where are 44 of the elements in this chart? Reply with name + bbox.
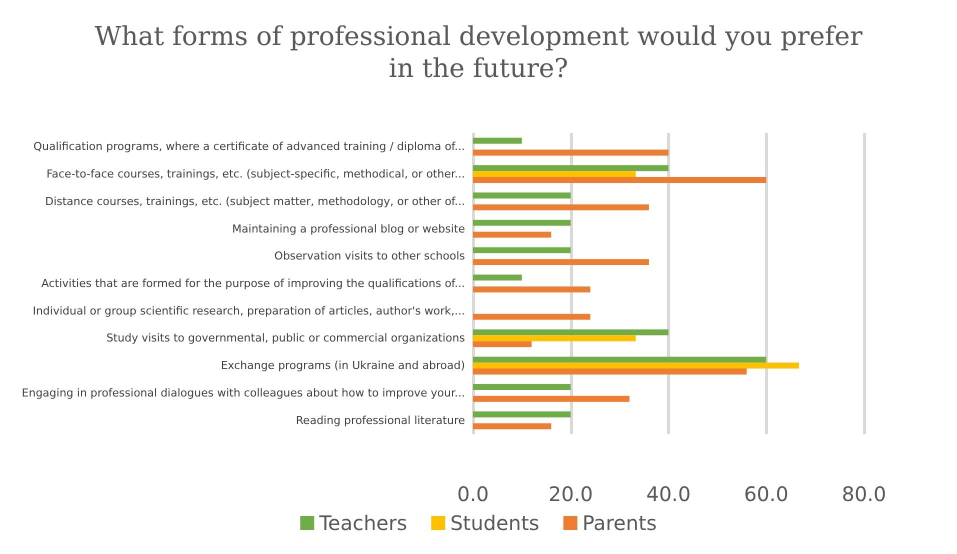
bar [473, 259, 649, 266]
x-tick-label: 0.0 [457, 482, 489, 506]
y-tick-label: Face-to-face courses, trainings, etc. (subject-specific, methodical, or other... [46, 168, 465, 181]
bar [473, 329, 668, 336]
bar [473, 192, 571, 198]
y-tick-label: Reading professional literature [296, 414, 466, 427]
y-tick-label: Activities that are formed for the purpose of improving the qualifications of... [41, 277, 465, 290]
bar [473, 150, 668, 156]
bar [473, 335, 636, 342]
bar [473, 177, 766, 183]
bar [473, 286, 590, 292]
x-tick-label: 20.0 [548, 482, 594, 506]
bar [473, 368, 747, 374]
bar [473, 165, 668, 172]
x-tick-label: 80.0 [842, 482, 886, 506]
bar [473, 411, 571, 418]
legend-label: Parents [582, 511, 657, 535]
y-tick-label: Qualification programs, where a certificate of advanced training / diploma of... [33, 140, 465, 154]
y-tick-label: Individual or group scientific research, preparation of articles, author's work,... [32, 304, 465, 318]
bar [473, 362, 799, 369]
y-tick-label: Study visits to governmental, public or commercial organizations [106, 332, 466, 345]
bar [473, 171, 636, 178]
bar [473, 341, 532, 348]
y-tick-label: Distance courses, trainings, etc. (subject matter, methodology, or other of... [45, 194, 465, 208]
bar [473, 396, 630, 402]
bar [473, 384, 571, 390]
bar [473, 356, 766, 363]
y-tick-label: Observation visits to other schools [274, 250, 466, 263]
bar [473, 247, 571, 254]
x-tick-label: 40.0 [646, 482, 691, 506]
chart-title: What forms of professional development would you prefer in the future? [94, 22, 863, 84]
legend-label: Students [450, 511, 540, 535]
x-tick-label: 60.0 [744, 482, 789, 506]
legend-label: Teachers [318, 511, 408, 535]
bar [473, 314, 590, 320]
bar [473, 423, 552, 430]
y-tick-label: Exchange programs (in Ukraine and abroad) [220, 359, 465, 372]
bar [473, 138, 522, 144]
y-tick-label: Maintaining a professional blog or website [232, 222, 466, 236]
bar [473, 220, 571, 226]
bar [473, 204, 649, 210]
bar [473, 274, 522, 281]
y-tick-label: Engaging in professional dialogues with colleagues about how to improve your... [22, 386, 465, 400]
bar [473, 232, 552, 238]
